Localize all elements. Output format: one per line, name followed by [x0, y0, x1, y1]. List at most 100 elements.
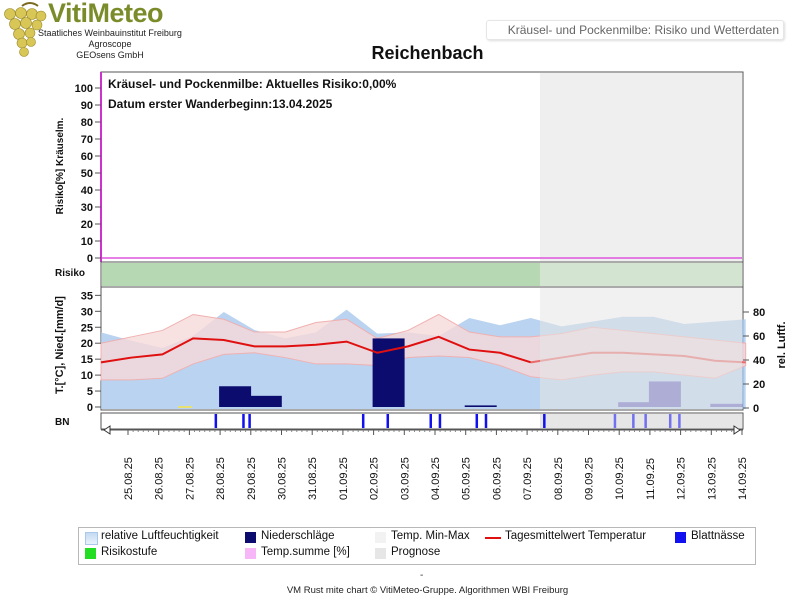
date-label-03.09.25: 03.09.25 [399, 457, 411, 500]
date-label-05.09.25: 05.09.25 [461, 457, 473, 500]
leaf-wetness-bar-1 [242, 414, 245, 428]
chart-subtitle-box: Kräusel- und Pockenmilbe: Risiko und Wet… [486, 20, 784, 40]
risk-y-tick-label-4: 40 [81, 185, 93, 197]
precip-bar-28.08.25 [219, 386, 252, 407]
weather-left-tick-label-0: 0 [87, 402, 93, 414]
legend-label-temp-minmax: Temp. Min-Max [391, 530, 470, 542]
date-label-01.09.25: 01.09.25 [338, 457, 350, 500]
precip-bar-05.09.25 [464, 405, 497, 407]
leaf-wetness-label: BN [55, 417, 69, 428]
leaf-wetness-bar-13 [668, 414, 672, 428]
risk-y-axis-label: Risiko[%] Kräuselm. [55, 117, 66, 214]
weather-right-tick-label-1: 20 [753, 379, 765, 391]
weather-left-tick-label-3: 15 [81, 354, 93, 366]
legend-swatch-forecast [375, 548, 386, 559]
legend-swatch-risk-level [85, 548, 96, 559]
risk-y-tick-label-7: 70 [81, 134, 93, 146]
legend-swatch-leaf-wetness [675, 532, 686, 543]
risk-y-tick-label-5: 50 [81, 168, 93, 180]
logo-line-1: Staatliches Weinbauinstitut Freiburg [38, 28, 182, 38]
logo-line-2: Agroscope [88, 39, 132, 49]
leaf-wetness-bar-7 [475, 414, 479, 428]
weather-right-tick-label-0: 0 [753, 403, 759, 415]
vitimeteo-logo: VitiMeteo Staatliches Weinbauinstitut Fr… [0, 0, 190, 62]
date-label-25.08.25: 25.08.25 [123, 457, 135, 500]
risk-y-tick-label-9: 90 [81, 100, 93, 112]
weather-left-tick-label-7: 35 [81, 290, 93, 302]
leaf-wetness-bar-6 [438, 414, 442, 428]
temp-mean-line [100, 335, 532, 364]
chart-legend: relative Luftfeuchtigkeit Niederschläge … [78, 527, 756, 565]
legend-label-leaf-wetness: Blattnässe [691, 530, 745, 542]
date-label-07.09.25: 07.09.25 [522, 457, 534, 500]
legend-swatch-precip [245, 532, 256, 543]
risk-y-tick-label-1: 10 [81, 236, 93, 248]
leaf-wetness-forecast-shade [540, 414, 742, 428]
legend-swatch-temp-sum [245, 548, 256, 559]
weather-right-tick-label-4: 80 [753, 307, 765, 319]
leaf-wetness-bar-9 [543, 414, 546, 428]
leaf-wetness-bar-2 [248, 414, 251, 428]
date-label-31.08.25: 31.08.25 [307, 457, 319, 500]
date-label-13.09.25: 13.09.25 [706, 457, 718, 500]
date-label-11.09.25: 11.09.25 [645, 458, 657, 500]
leaf-wetness-bar-4 [386, 414, 390, 428]
legend-label-temp-sum: Temp.summe [%] [261, 546, 350, 558]
scroll-right-arrow-icon [733, 425, 741, 435]
risk-band-label: Risiko [55, 268, 85, 279]
date-label-30.08.25: 30.08.25 [277, 457, 289, 500]
date-label-10.09.25: 10.09.25 [614, 457, 626, 500]
legend-swatch-humidity [85, 532, 98, 545]
legend-swatch-temp-mean [485, 537, 501, 539]
weather-right-tick-label-2: 40 [753, 355, 765, 367]
date-label-27.08.25: 27.08.25 [184, 457, 196, 500]
risk-y-tick-label-3: 30 [81, 202, 93, 214]
leaf-wetness-bar-14 [678, 414, 681, 428]
legend-swatch-temp-minmax [375, 532, 386, 543]
date-label-09.09.25: 09.09.25 [584, 457, 596, 500]
leaf-wetness-bar-10 [613, 414, 617, 428]
weather-y-axis-right-label: rel. Luftf. [776, 321, 788, 368]
weather-left-tick-label-6: 30 [81, 306, 93, 318]
logo-line-3: GEOsens GmbH [76, 50, 144, 60]
temp-sum-marker [178, 406, 192, 408]
legend-label-precip: Niederschläge [261, 530, 335, 542]
legend-label-risk-level: Risikostufe [101, 546, 158, 558]
weather-y-axis-left-label: T.[°C], Nied.[mm/d] [54, 296, 66, 394]
risk-band-level-past [102, 263, 540, 286]
leaf-wetness-bar-0 [214, 414, 218, 428]
weather-left-tick-label-4: 20 [81, 338, 93, 350]
legend-label-humidity: relative Luftfeuchtigkeit [101, 530, 219, 542]
footer-dash: - [420, 570, 424, 581]
precip-bar-29.08.25 [249, 395, 282, 407]
date-label-08.09.25: 08.09.25 [553, 457, 565, 500]
weather-left-tick-label-1: 5 [87, 386, 93, 398]
risk-y-tick-label-2: 20 [81, 219, 93, 231]
weather-left-tick-label-2: 10 [81, 370, 93, 382]
date-label-14.09.25: 14.09.25 [737, 457, 749, 500]
date-label-28.08.25: 28.08.25 [215, 457, 227, 500]
logo-wordmark: VitiMeteo [48, 0, 164, 28]
weather-forecast-shade [540, 288, 742, 409]
leaf-wetness-bar-11 [632, 414, 635, 428]
leaf-wetness-bar-3 [361, 414, 365, 428]
scroll-left-arrow-icon [103, 425, 111, 435]
weather-right-tick-label-3: 60 [753, 331, 765, 343]
date-label-26.08.25: 26.08.25 [154, 457, 166, 500]
risk-y-tick-label-8: 80 [81, 117, 93, 129]
legend-label-forecast: Prognose [391, 546, 441, 558]
footer-credit: VM Rust mite chart © VitiMeteo-Gruppe. A… [286, 585, 569, 596]
leaf-wetness-bar-8 [484, 414, 488, 428]
date-label-12.09.25: 12.09.25 [676, 457, 688, 500]
grape-logo-icon [4, 2, 47, 57]
leaf-wetness-bar-5 [429, 414, 432, 428]
leaf-wetness-bar-12 [644, 414, 647, 428]
weather-left-tick-label-5: 25 [81, 322, 93, 334]
station-title: Reichenbach [371, 43, 484, 63]
date-label-04.09.25: 04.09.25 [430, 457, 442, 500]
date-label-06.09.25: 06.09.25 [491, 457, 503, 500]
risk-annotation-1: Kräusel- und Pockenmilbe: Aktuelles Risi… [108, 77, 397, 91]
risk-panel-forecast-shade [540, 73, 742, 261]
date-label-02.09.25: 02.09.25 [369, 457, 381, 500]
